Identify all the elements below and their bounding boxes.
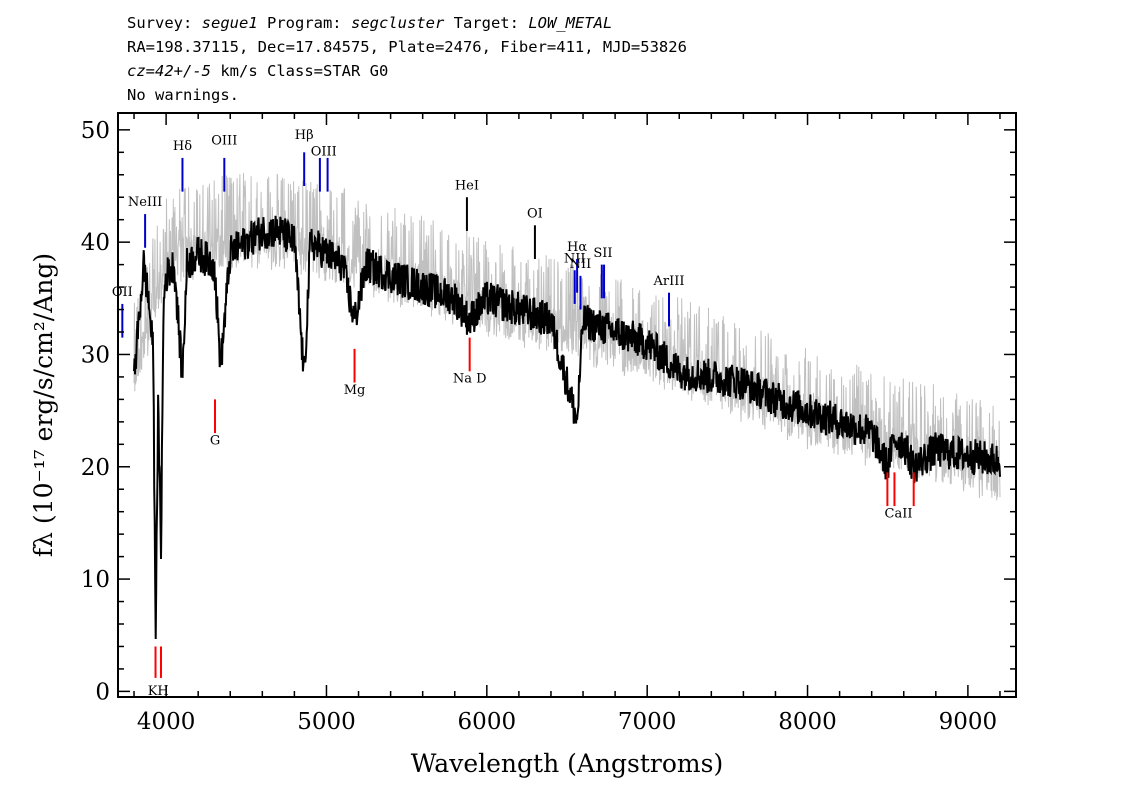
header-line-coordinates: RA=198.37115, Dec=17.84575, Plate=2476, … [127,38,687,56]
error-series-line [133,172,1001,501]
annotation-label: KH [148,684,169,699]
annotation-label: HeI [455,178,479,193]
annotation-label: OIII [211,133,237,148]
program-label: Program: [257,14,351,32]
y-tick-label: 40 [81,230,110,256]
annotation-label: Hβ [295,128,314,143]
annotation-label: SII [593,246,612,261]
annotation-label: NII [570,257,592,272]
annotation-label: ArIII [652,274,684,289]
annotation-label: Hδ [173,139,192,154]
annotation-label: NII [564,251,586,266]
annotation-label: CaII [885,506,913,521]
target-value: LOW_METAL [528,14,613,32]
x-tick-label: 9000 [939,709,998,735]
annotation-label: Na D [453,372,487,387]
y-tick-label: 0 [95,679,110,705]
x-tick-label: 6000 [458,709,517,735]
y-tick-label: 10 [81,567,110,593]
annotation-label: Hα [567,240,587,255]
annotation-label: OIII [311,145,337,160]
y-tick-label: 50 [81,118,110,144]
x-axis-title: Wavelength (Angstroms) [411,749,723,778]
flux-series-line [133,215,1001,640]
redshift-value: cz=42+/-5 [127,62,211,80]
header-line-redshift: cz=42+/-5 km/s Class=STAR G0 [127,62,388,80]
header-line-warnings: No warnings. [127,86,239,104]
y-tick-label: 30 [81,342,110,368]
y-axis-title: fλ (10⁻¹⁷ erg/s/cm²/Ang) [29,253,58,557]
x-tick-label: 8000 [778,709,837,735]
x-tick-label: 4000 [137,709,196,735]
survey-label: Survey: [127,14,202,32]
header-line-survey: Survey: segue1 Program: segcluster Targe… [127,14,612,32]
target-label: Target: [444,14,529,32]
program-value: segcluster [350,14,445,32]
x-tick-label: 5000 [297,709,356,735]
annotation-label: G [210,433,220,448]
survey-value: segue1 [201,14,258,32]
annotation-label: Mg [344,383,366,398]
redshift-class: km/s Class=STAR G0 [211,62,389,80]
x-tick-label: 7000 [618,709,677,735]
y-tick-label: 20 [81,455,110,481]
annotation-label: NeIII [128,195,162,210]
plot-frame [117,112,1017,698]
annotation-label: OI [527,206,543,221]
